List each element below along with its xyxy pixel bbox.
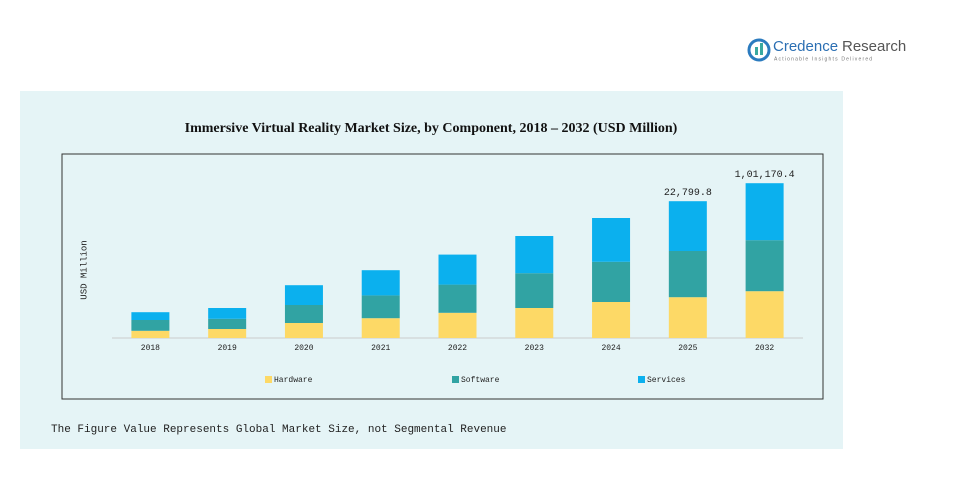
legend-swatch — [265, 376, 272, 383]
bar-segment — [515, 273, 554, 308]
bar-segment — [361, 318, 400, 338]
total-label: 22,799.8 — [664, 188, 712, 199]
legend-label: Hardware — [274, 376, 313, 385]
legend-swatch — [638, 376, 645, 383]
bar-segment — [668, 201, 707, 251]
bar-segment — [208, 318, 247, 329]
legend-swatch — [452, 376, 459, 383]
bar-segment — [668, 251, 707, 298]
bar-segment — [592, 261, 631, 302]
bar-segment — [361, 295, 400, 319]
x-tick-label: 2024 — [601, 344, 620, 353]
x-tick-label: 2019 — [218, 344, 237, 353]
bar-segment — [361, 270, 400, 296]
logo-brand-suffix: Research — [842, 38, 906, 55]
x-tick-label: 2022 — [448, 344, 467, 353]
bar-segment — [515, 308, 554, 338]
bar-segment — [592, 218, 631, 262]
logo-tagline: Actionable Insights Delivered — [774, 56, 873, 62]
total-label: 1,01,170.4 — [735, 170, 795, 181]
bar-segment — [131, 330, 170, 338]
legend-label: Software — [461, 376, 500, 385]
bar-segment — [515, 236, 554, 274]
x-tick-label: 2021 — [371, 344, 390, 353]
bar-segment — [284, 285, 323, 305]
x-tick-label: 2020 — [294, 344, 313, 353]
bar-segment — [208, 329, 247, 338]
footnote: The Figure Value Represents Global Marke… — [51, 424, 506, 436]
bar-segment — [131, 312, 170, 320]
bar-segment — [745, 291, 784, 338]
bar-segment — [745, 240, 784, 292]
bar-segment — [131, 320, 170, 331]
y-axis-label: USD Million — [79, 240, 89, 299]
x-tick-label: 2018 — [141, 344, 160, 353]
legend-label: Services — [647, 376, 686, 385]
logo-brand: Credence — [773, 38, 838, 55]
logo-icon — [747, 38, 771, 62]
bar-segment — [284, 305, 323, 323]
bar-segment — [284, 323, 323, 338]
logo-icon-bar — [755, 47, 758, 55]
bar-segment — [208, 308, 247, 319]
chart-title: Immersive Virtual Reality Market Size, b… — [185, 121, 678, 136]
bar-segment — [438, 312, 477, 338]
x-tick-label: 2023 — [525, 344, 544, 353]
bar-segment — [668, 297, 707, 338]
bar-segment — [438, 284, 477, 313]
plot-frame — [61, 153, 824, 400]
bar-segment — [745, 183, 784, 241]
bar-segment — [438, 254, 477, 285]
chart-panel — [20, 91, 843, 449]
logo-icon-bar — [760, 43, 763, 55]
logo: Credence Research Actionable Insights De… — [747, 38, 906, 62]
x-tick-label: 2032 — [755, 344, 774, 353]
bar-segment — [592, 302, 631, 338]
x-tick-label: 2025 — [678, 344, 697, 353]
